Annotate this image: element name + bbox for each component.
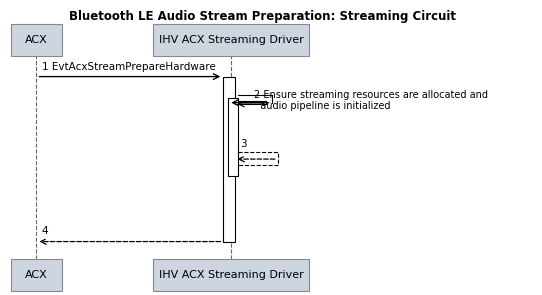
Text: IHV ACX Streaming Driver: IHV ACX Streaming Driver [159,35,304,45]
Bar [10,259,62,291]
Bar [223,77,235,242]
Bar [10,24,62,56]
Text: ACX: ACX [25,270,48,280]
Text: 2 Ensure streaming resources are allocated and
  audio pipeline is initialized: 2 Ensure streaming resources are allocat… [254,90,488,111]
Text: 1 EvtAcxStreamPrepareHardware: 1 EvtAcxStreamPrepareHardware [42,62,215,72]
Bar [153,259,309,291]
Text: 3: 3 [240,139,247,149]
Text: ACX: ACX [25,35,48,45]
Bar [228,98,238,176]
Text: 4: 4 [42,226,48,236]
Text: IHV ACX Streaming Driver: IHV ACX Streaming Driver [159,270,304,280]
Text: Bluetooth LE Audio Stream Preparation: Streaming Circuit: Bluetooth LE Audio Stream Preparation: S… [69,10,456,23]
Bar [153,24,309,56]
